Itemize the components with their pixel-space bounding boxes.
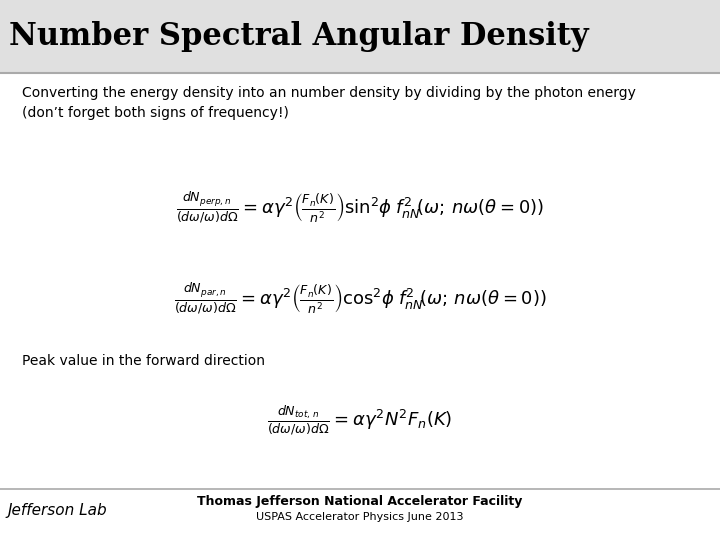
- Text: USPAS Accelerator Physics June 2013: USPAS Accelerator Physics June 2013: [256, 512, 464, 522]
- Text: $\frac{dN_{par,n}}{(d\omega/\omega)d\Omega} = \alpha\gamma^2\left(\frac{F_n(K)}{: $\frac{dN_{par,n}}{(d\omega/\omega)d\Ome…: [174, 282, 546, 318]
- Text: Converting the energy density into an number density by dividing by the photon e: Converting the energy density into an nu…: [22, 86, 636, 120]
- Text: Peak value in the forward direction: Peak value in the forward direction: [22, 354, 265, 368]
- Text: Thomas Jefferson National Accelerator Facility: Thomas Jefferson National Accelerator Fa…: [197, 495, 523, 508]
- Text: Number Spectral Angular Density: Number Spectral Angular Density: [9, 21, 588, 52]
- Text: Jefferson Lab: Jefferson Lab: [7, 503, 107, 518]
- Bar: [0, 0, 720, 73]
- Text: $\frac{dN_{tot,\,n}}{(d\omega/\omega)d\Omega} = \alpha\gamma^2 N^2 F_n(K)$: $\frac{dN_{tot,\,n}}{(d\omega/\omega)d\O…: [267, 404, 453, 438]
- Text: $\frac{dN_{perp,n}}{(d\omega/\omega)d\Omega} = \alpha\gamma^2\left(\frac{F_n(K)}: $\frac{dN_{perp,n}}{(d\omega/\omega)d\Om…: [176, 190, 544, 226]
